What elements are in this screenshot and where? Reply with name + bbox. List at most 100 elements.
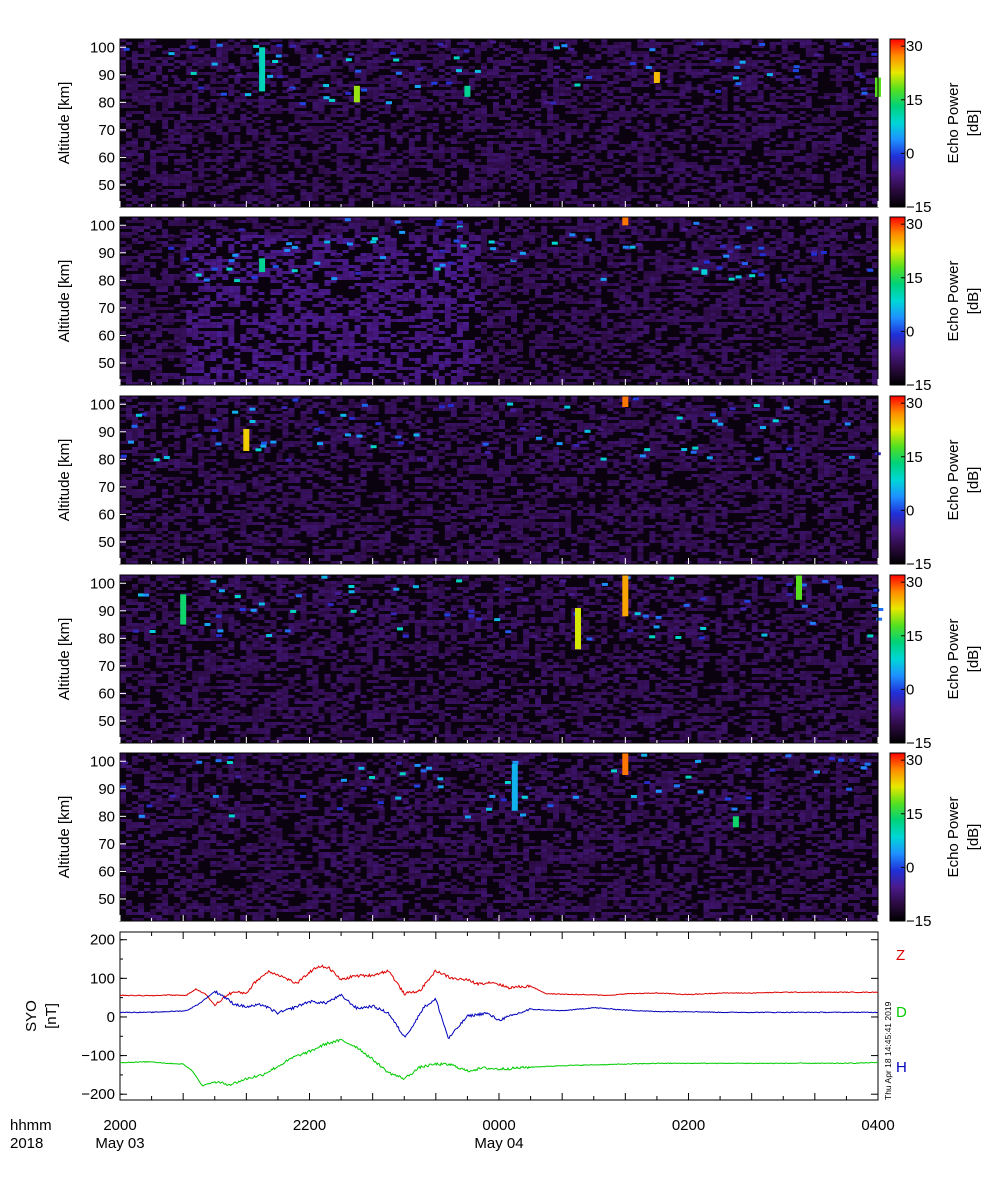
noise-cell <box>517 189 523 192</box>
noise-cell <box>835 105 842 108</box>
noise-cell <box>144 180 151 183</box>
noise-cell <box>366 72 373 75</box>
noise-cell <box>631 51 638 54</box>
noise-cell <box>156 235 163 238</box>
noise-cell <box>499 63 505 66</box>
noise-cell <box>853 63 860 66</box>
noise-cell <box>835 141 842 144</box>
noise-cell <box>450 90 457 93</box>
noise-cell <box>571 132 578 135</box>
noise-cell <box>192 325 199 328</box>
noise-cell <box>727 63 734 66</box>
noise-cell <box>511 78 517 81</box>
noise-cell <box>216 51 223 54</box>
noise-cell <box>745 66 752 69</box>
noise-cell <box>432 192 439 195</box>
noise-cell <box>511 129 517 132</box>
noise-cell <box>763 177 770 180</box>
noise-cell <box>120 174 126 177</box>
noise-cell <box>174 48 181 51</box>
noise-cell <box>294 48 301 51</box>
noise-cell <box>186 57 193 60</box>
noise-cell <box>168 117 175 120</box>
noise-cell <box>258 99 265 102</box>
noise-cell <box>180 232 187 235</box>
noise-cell <box>120 310 126 313</box>
noise-cell <box>168 223 175 226</box>
noise-cell <box>757 192 764 195</box>
noise-cell <box>601 78 608 81</box>
noise-cell <box>559 144 566 147</box>
noise-cell <box>294 111 301 114</box>
noise-cell <box>866 120 872 123</box>
noise-cell <box>535 195 542 198</box>
noise-cell <box>679 117 686 120</box>
noise-cell <box>841 69 848 72</box>
noise-cell <box>733 96 740 99</box>
noise-cell <box>156 241 163 244</box>
noise-cell <box>408 123 415 126</box>
noise-cell <box>787 153 794 156</box>
noise-cell <box>288 105 295 108</box>
noise-cell <box>655 117 662 120</box>
noise-cell <box>787 120 794 123</box>
noise-cell <box>637 60 644 63</box>
noise-cell <box>246 63 253 66</box>
noise-cell <box>372 198 379 201</box>
noise-cell <box>330 126 337 129</box>
noise-cell <box>456 96 463 99</box>
noise-cell <box>210 201 217 204</box>
noise-cell <box>228 120 235 123</box>
noise-cell <box>456 141 463 144</box>
echo-cell <box>490 40 497 44</box>
noise-cell <box>860 51 866 54</box>
noise-cell <box>366 108 373 111</box>
noise-cell <box>817 150 824 153</box>
noise-cell <box>661 198 668 201</box>
noise-cell <box>769 153 776 156</box>
noise-cell <box>120 277 126 280</box>
noise-cell <box>781 150 788 153</box>
noise-cell <box>462 126 469 129</box>
noise-cell <box>866 78 872 81</box>
noise-cell <box>781 168 788 171</box>
noise-cell <box>426 132 433 135</box>
noise-cell <box>126 289 132 292</box>
noise-cell <box>192 60 199 63</box>
noise-cell <box>240 250 247 253</box>
noise-cell <box>450 141 457 144</box>
noise-cell <box>132 238 138 241</box>
noise-cell <box>793 141 800 144</box>
noise-cell <box>168 280 175 283</box>
noise-cell <box>601 204 608 207</box>
noise-cell <box>348 174 355 177</box>
noise-cell <box>144 235 151 238</box>
noise-cell <box>210 78 217 81</box>
noise-cell <box>691 126 698 129</box>
noise-cell <box>866 111 872 114</box>
noise-cell <box>607 171 614 174</box>
noise-cell <box>180 171 187 174</box>
noise-cell <box>673 132 680 135</box>
noise-cell <box>565 51 572 54</box>
noise-cell <box>186 60 193 63</box>
noise-cell <box>240 51 247 54</box>
noise-cell <box>408 147 415 150</box>
noise-cell <box>132 304 138 307</box>
noise-cell <box>414 198 421 201</box>
noise-cell <box>336 129 343 132</box>
noise-cell <box>150 265 157 268</box>
noise-cell <box>210 223 217 226</box>
noise-cell <box>246 238 253 241</box>
noise-cell <box>258 183 265 186</box>
noise-cell <box>174 286 181 289</box>
noise-cell <box>192 96 199 99</box>
noise-cell <box>270 138 277 141</box>
noise-cell <box>198 72 205 75</box>
noise-cell <box>186 123 193 126</box>
noise-cell <box>180 195 187 198</box>
noise-cell <box>306 111 313 114</box>
noise-cell <box>872 105 878 108</box>
noise-cell <box>222 99 229 102</box>
noise-cell <box>258 361 265 364</box>
